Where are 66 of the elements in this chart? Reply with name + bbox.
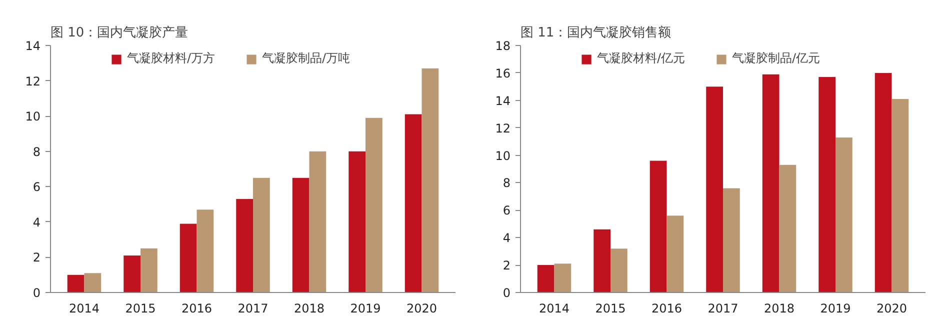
bar [874,72,892,292]
chart-title: 图 10：国内气凝胶产量 [50,26,188,40]
x-tick-label: 2015 [125,302,156,316]
bar [236,198,253,292]
y-tick-label: 16 [495,66,511,80]
bar [594,229,610,292]
bar [554,264,572,292]
x-tick-label: 2018 [764,302,795,316]
x-tick-label: 2017 [708,302,738,316]
x-tick-label: 2020 [406,302,438,316]
legend-label: 气凝胶制品/亿元 [732,50,820,67]
bar [779,164,796,292]
y-tick-label: 2 [32,250,41,265]
bar [84,273,102,292]
bar [180,224,197,292]
y-tick-label: 10 [495,148,511,163]
y-tick-label: 10 [25,110,41,124]
bar [422,68,439,292]
y-tick-label: 6 [32,180,41,194]
bar [124,255,140,292]
bar [650,160,667,292]
bar [404,114,422,292]
bar [762,74,780,292]
y-tick-label: 6 [502,204,511,218]
bar [836,137,852,292]
bar [666,216,684,292]
bar [610,248,628,292]
legend-label: 气凝胶材料/亿元 [597,50,686,67]
x-tick-label: 2019 [350,302,381,316]
bar [196,210,214,292]
y-tick-label: 12 [495,121,511,136]
bar [309,151,326,292]
bar [292,178,310,292]
y-tick-label: 2 [502,258,511,273]
y-tick-label: 8 [32,144,41,159]
bar [892,99,909,292]
bar [67,274,84,292]
x-tick-label: 2016 [181,302,212,316]
x-tick-label: 2014 [68,302,100,316]
bar [723,188,740,292]
chart-title: 图 11：国内气凝胶销售额 [520,26,672,40]
legend-label: 气凝胶制品/万吨 [262,50,350,67]
y-tick-label: 4 [32,215,41,230]
y-tick-label: 12 [25,74,41,88]
y-tick-label: 8 [502,176,511,190]
y-tick-label: 14 [25,39,41,53]
bar [706,86,723,292]
legend-label: 气凝胶材料/万方 [127,50,216,67]
x-tick-label: 2016 [651,302,682,316]
bar [348,151,366,292]
x-tick-label: 2020 [876,302,908,316]
y-tick-label: 18 [495,39,511,53]
y-tick-label: 0 [502,286,511,300]
bar [366,118,382,292]
x-tick-label: 2015 [595,302,626,316]
y-tick-label: 4 [502,231,511,246]
y-tick-label: 0 [32,286,41,300]
y-tick-label: 14 [495,94,511,108]
bar [253,178,270,292]
x-tick-label: 2017 [238,302,268,316]
bar [537,265,554,292]
x-tick-label: 2019 [820,302,851,316]
bar [818,77,836,292]
x-tick-label: 2014 [538,302,570,316]
x-tick-label: 2018 [294,302,325,316]
bar [140,248,158,292]
